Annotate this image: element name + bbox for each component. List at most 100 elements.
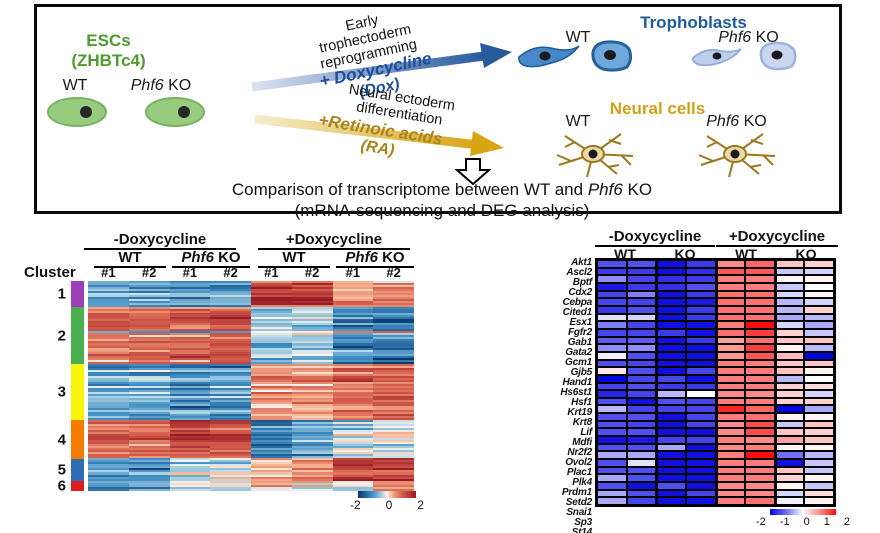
right-heatmap-cell xyxy=(626,482,657,490)
left-heatmap-cell xyxy=(332,452,374,455)
right-heatmap-cell xyxy=(745,290,775,299)
left-heatmap-cell xyxy=(291,293,333,296)
left-heatmap-cell xyxy=(373,405,414,408)
right-heatmap-cell xyxy=(656,397,686,406)
left-heatmap-cell xyxy=(169,315,211,318)
left-heatmap-cell xyxy=(210,420,251,423)
left-heatmap-cell xyxy=(332,470,374,473)
left-heatmap-cell xyxy=(169,464,211,467)
left-heatmap-cell xyxy=(128,391,170,394)
left-heatmap-cell xyxy=(373,315,414,318)
gene-labels: Akt1 Ascl2 Bptf Cdx2 Cebpa Cited1 Esx1 Fgfr2 Gab… xyxy=(492,258,592,533)
left-heatmap-cell xyxy=(169,484,211,487)
left-heatmap-cell xyxy=(332,403,374,406)
right-heatmap-cell xyxy=(715,282,746,291)
left-heatmap-cell xyxy=(128,488,170,491)
left-heatmap-cell xyxy=(128,478,170,481)
left-heatmap-cell xyxy=(88,381,129,384)
left-heatmap-cell xyxy=(373,442,414,445)
left-heatmap-cell xyxy=(291,343,333,346)
left-heatmap-row xyxy=(88,297,414,300)
left-heatmap-cell xyxy=(88,452,129,455)
left-heatmap-cell xyxy=(128,293,170,296)
gene-label: St14 xyxy=(571,527,593,533)
left-heatmap-cell xyxy=(291,452,333,455)
left-heatmap-cell xyxy=(251,299,292,302)
left-heatmap-cell xyxy=(88,331,129,334)
left-heatmap-cell xyxy=(210,359,251,362)
left-heatmap-cell xyxy=(332,387,374,390)
left-heatmap-cell xyxy=(210,450,251,453)
left-heatmap-cell xyxy=(169,389,211,392)
right-heatmap-cell xyxy=(685,282,716,291)
esc-ko-suffix: KO xyxy=(168,77,192,94)
left-heatmap-row xyxy=(88,379,414,382)
left-heatmap-cell xyxy=(332,480,374,483)
left-heatmap-cell xyxy=(251,309,292,312)
right-heatmap-cell xyxy=(774,321,805,329)
right-heatmap-cell xyxy=(656,405,686,414)
left-heatmap-cell xyxy=(373,339,414,342)
left-heatmap-row xyxy=(88,355,414,358)
right-heatmap-cell xyxy=(626,298,657,306)
right-heatmap-cell xyxy=(745,428,775,437)
left-heatmap-cell xyxy=(251,486,292,489)
left-heatmap-cell xyxy=(88,399,129,402)
left-heatmap-cell xyxy=(88,323,129,326)
left-heatmap-cell xyxy=(332,347,374,350)
left-heatmap-cell xyxy=(373,464,414,467)
left-heatmap-cell xyxy=(169,283,211,286)
left-heatmap-cell xyxy=(210,466,251,469)
left-heatmap-cell xyxy=(169,416,211,419)
left-heatmap-cell xyxy=(373,488,414,491)
right-heatmap-cell xyxy=(597,367,627,375)
right-heatmap-cell xyxy=(656,359,686,368)
left-heatmap-row xyxy=(88,472,414,475)
left-heatmap-cell xyxy=(128,462,170,465)
left-heatmap-cell xyxy=(291,383,333,386)
left-heatmap-cell xyxy=(210,283,251,286)
right-heatmap-cell xyxy=(745,436,775,444)
right-heatmap-cell xyxy=(745,275,775,283)
left-heatmap-cell xyxy=(332,418,374,421)
neuron-icon xyxy=(698,133,776,178)
left-heatmap-cell xyxy=(169,311,211,314)
left-heatmap-cell xyxy=(251,371,292,374)
left-heatmap-cell xyxy=(210,339,251,342)
right-heatmap-cell xyxy=(774,336,805,345)
right-heatmap-cell xyxy=(656,336,686,345)
left-heatmap-cell xyxy=(210,464,251,467)
left-heatmap-cell xyxy=(210,331,251,334)
left-heatmap-cell xyxy=(251,478,292,481)
left-heatmap-cell xyxy=(169,448,211,451)
left-heatmap-cell xyxy=(332,329,374,332)
left-heatmap-cell xyxy=(291,436,333,439)
left-heatmap-cell xyxy=(291,333,333,336)
left-heatmap-cell xyxy=(332,389,374,392)
left-heatmap-cell xyxy=(251,414,292,417)
left-heatmap-row xyxy=(88,430,414,433)
right-heatmap-cell xyxy=(656,382,686,391)
gene-label: Bptf xyxy=(572,277,592,288)
left-heatmap-cell xyxy=(332,422,374,425)
left-heatmap-cell xyxy=(210,353,251,356)
right-heatmap-cell xyxy=(685,489,716,498)
left-heatmap-cell xyxy=(128,329,170,332)
left-heatmap-cell xyxy=(88,426,129,429)
left-heatmap-row xyxy=(88,357,414,360)
right-heatmap-cell xyxy=(656,474,686,483)
left-heatmap-row xyxy=(88,468,414,471)
right-heatmap-cell xyxy=(597,382,627,391)
cluster-bar-segment xyxy=(71,420,84,459)
left-heatmap-cell xyxy=(88,464,129,467)
right-heatmap-cell xyxy=(804,275,834,283)
cluster-bar-segment xyxy=(71,458,84,481)
left-heatmap-cell xyxy=(373,289,414,292)
left-heatmap-cell xyxy=(251,361,292,364)
left-heatmap-cell xyxy=(210,341,251,344)
left-heatmap-cell xyxy=(88,295,129,298)
left-heatmap-cell xyxy=(88,480,129,483)
conclusion-pre: Comparison of transcriptome between WT a… xyxy=(231,180,584,199)
cluster-number: 6 xyxy=(57,477,66,495)
left-heatmap-row xyxy=(88,407,414,410)
